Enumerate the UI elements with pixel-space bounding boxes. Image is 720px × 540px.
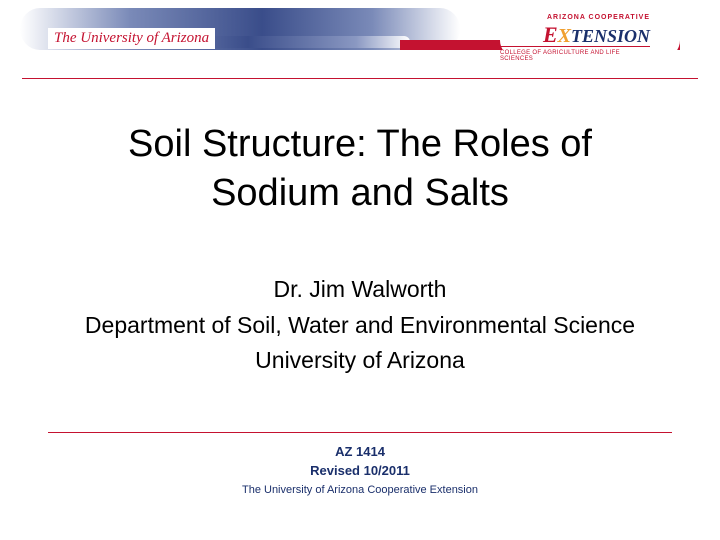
footer: AZ 1414 Revised 10/2011 The University o…	[0, 444, 720, 496]
title-line-1: Soil Structure: The Roles of	[128, 123, 592, 165]
author-block: Dr. Jim Walworth Department of Soil, Wat…	[0, 272, 720, 379]
extension-x: X	[558, 25, 571, 47]
college-label: COLLEGE OF AGRICULTURE AND LIFE SCIENCES	[500, 46, 650, 62]
extension-pod: ARIZONA COOPERATIVE EXTENSION COLLEGE OF…	[500, 8, 680, 73]
author-institution: University of Arizona	[0, 343, 720, 379]
university-name: The University of Arizona	[48, 28, 215, 49]
author-name: Dr. Jim Walworth	[0, 272, 720, 308]
extension-logo: EXTENSION	[543, 22, 650, 48]
slide-title: Soil Structure: The Roles of Sodium and …	[0, 120, 720, 219]
revised-date: Revised 10/2011	[0, 463, 720, 478]
extension-rest: TENSION	[571, 26, 650, 46]
header-banner: ARIZONA COOPERATIVE EXTENSION COLLEGE OF…	[0, 0, 720, 75]
divider-top	[22, 78, 698, 79]
cooperative-label: ARIZONA COOPERATIVE	[547, 14, 650, 21]
title-line-2: Sodium and Salts	[211, 172, 509, 214]
header-graphic: ARIZONA COOPERATIVE EXTENSION COLLEGE OF…	[20, 8, 700, 68]
author-department: Department of Soil, Water and Environmen…	[0, 308, 720, 344]
divider-bottom	[48, 432, 672, 433]
document-id: AZ 1414	[0, 444, 720, 459]
footer-org: The University of Arizona Cooperative Ex…	[0, 484, 720, 496]
extension-e: E	[543, 22, 558, 47]
